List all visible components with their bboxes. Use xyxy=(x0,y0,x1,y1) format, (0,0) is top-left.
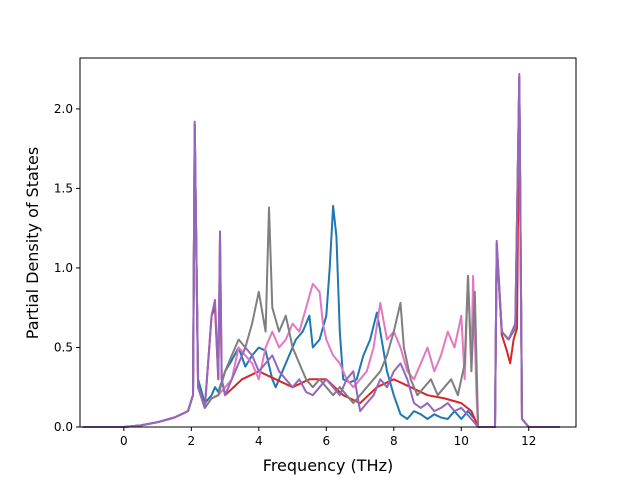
y-axis-title: Partial Density of States xyxy=(23,147,42,339)
y-tick-label: 2.0 xyxy=(54,102,73,116)
y-tick-label: 0.5 xyxy=(54,340,73,354)
y-tick-label: 1.5 xyxy=(54,181,73,195)
series-line-1 xyxy=(82,76,561,428)
series-layer xyxy=(82,72,561,428)
x-tick-label: 6 xyxy=(322,434,330,448)
series-line-3 xyxy=(82,76,561,428)
x-tick-label: 4 xyxy=(255,434,263,448)
x-tick-label: 12 xyxy=(521,434,536,448)
series-line-4 xyxy=(82,76,561,428)
plot-frame xyxy=(79,57,577,428)
x-tick-label: 2 xyxy=(188,434,196,448)
x-tick-label: 8 xyxy=(390,434,398,448)
y-tick-label: 1.0 xyxy=(54,261,73,275)
x-tick-label: 0 xyxy=(120,434,128,448)
series-line-5 xyxy=(82,72,561,428)
x-tick-label: 10 xyxy=(454,434,469,448)
series-line-2 xyxy=(82,76,561,428)
tick-layer: 0 2 4 6 8 10 12 0.0 0.5 1.0 1.5 2.0 xyxy=(54,102,536,448)
x-axis-title: Frequency (THz) xyxy=(263,456,393,475)
y-tick-label: 0.0 xyxy=(54,420,73,434)
